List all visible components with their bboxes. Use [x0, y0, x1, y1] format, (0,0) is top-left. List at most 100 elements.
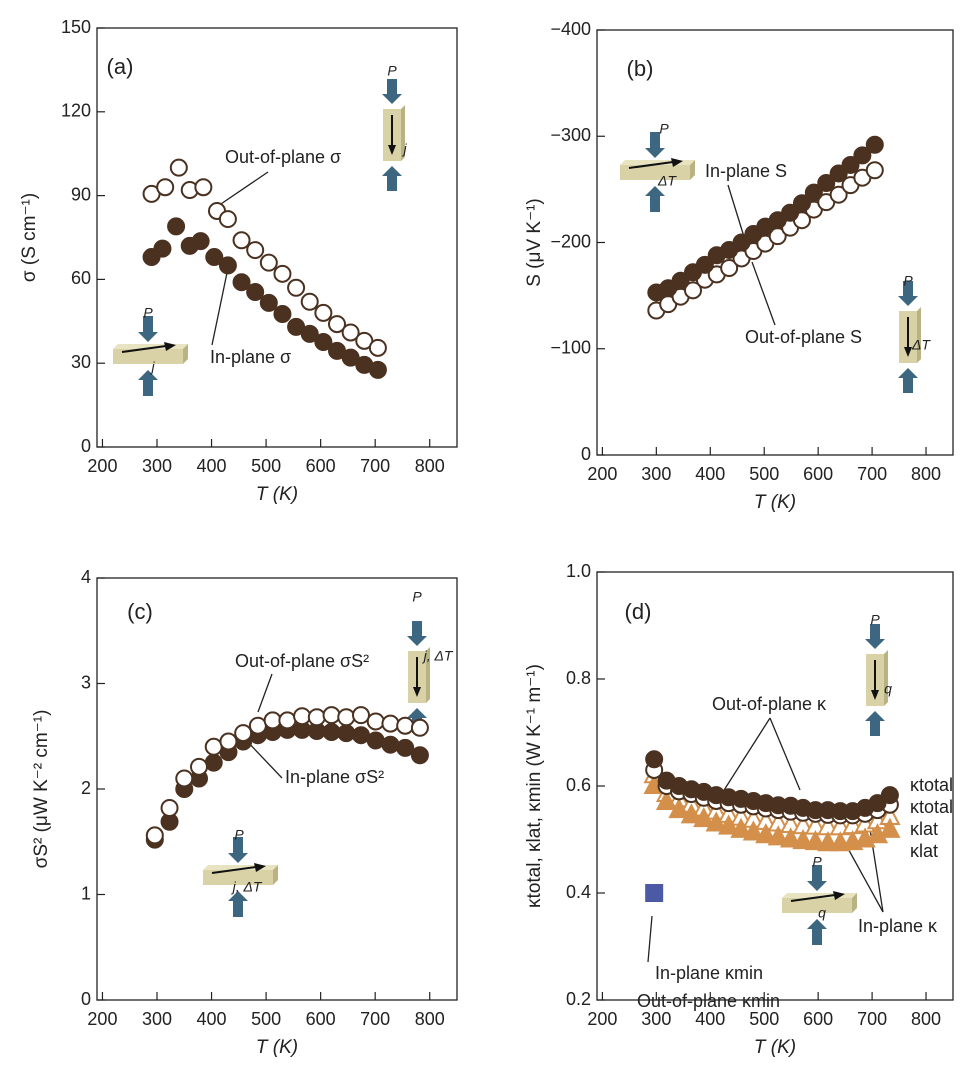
data-point	[273, 305, 292, 324]
y-tick-label: 1.0	[566, 561, 591, 581]
sample	[203, 870, 273, 885]
x-tick-label: 800	[911, 1009, 941, 1029]
y-tick-label: 3	[81, 672, 91, 692]
pressure-arrow	[382, 79, 402, 104]
x-tick-label: 500	[251, 1009, 281, 1029]
sample-side	[273, 865, 278, 885]
x-tick-label: 600	[306, 1009, 336, 1029]
data-point	[705, 811, 727, 832]
data-point	[841, 155, 860, 174]
y-tick-label: 0	[581, 444, 591, 464]
data-point	[645, 884, 664, 902]
data-point	[204, 753, 223, 772]
y-tick-label: 60	[71, 268, 91, 288]
plot-frame	[96, 577, 458, 1001]
leader-line	[769, 717, 801, 791]
data-point	[645, 750, 664, 769]
data-point	[368, 338, 387, 357]
data-point	[191, 232, 210, 251]
current-head	[388, 145, 396, 155]
y-tick-label: 30	[71, 352, 91, 372]
series-label: κlat	[910, 841, 938, 861]
data-point	[655, 789, 678, 811]
sample-side	[884, 650, 888, 706]
pressure-arrow	[865, 624, 885, 649]
x-tick-label: 700	[857, 464, 887, 484]
data-point	[314, 303, 333, 322]
data-point	[410, 718, 429, 737]
current-head	[833, 891, 845, 900]
data-point	[755, 823, 777, 844]
annotation: j, ΔT	[231, 879, 263, 895]
y-tick-label: 0	[81, 436, 91, 456]
x-tick-label: 500	[749, 464, 779, 484]
current-head	[904, 347, 912, 357]
series-label: In-plane S	[705, 161, 787, 181]
pressure-arrow	[898, 368, 918, 393]
annotation: q	[818, 905, 826, 921]
data-point	[341, 348, 360, 367]
data-point	[234, 724, 253, 743]
x-tick-label: 300	[641, 464, 671, 484]
sample-side	[426, 647, 430, 703]
annotation: q	[884, 681, 892, 697]
data-point	[337, 708, 356, 727]
y-tick-label: −300	[550, 125, 591, 145]
data-point	[314, 332, 333, 351]
annotation: Out-of-plane κ	[712, 694, 827, 714]
current-head	[413, 687, 421, 697]
y-tick-label: 120	[61, 101, 91, 121]
data-point	[307, 708, 326, 727]
data-point	[804, 830, 827, 851]
x-axis-label: T (K)	[256, 484, 298, 505]
x-tick-label: 700	[360, 1009, 390, 1029]
series-label: In-plane σ	[210, 347, 291, 367]
data-point	[153, 239, 172, 258]
pressure-arrow	[228, 837, 248, 863]
y-tick-label: 150	[61, 17, 91, 37]
x-tick-label: 500	[251, 456, 281, 476]
data-point	[732, 233, 751, 252]
sample	[620, 165, 690, 180]
series-label: Out-of-plane σ	[225, 147, 341, 167]
pressure-arrow	[807, 865, 827, 891]
current-head	[254, 863, 266, 872]
panel-label: (d)	[625, 599, 652, 624]
x-tick-label: 300	[641, 1009, 671, 1029]
annotation: In-plane κmin	[655, 963, 763, 983]
x-tick-label: 600	[803, 464, 833, 484]
data-point	[880, 786, 899, 805]
data-point	[263, 711, 282, 730]
data-point	[779, 827, 802, 848]
data-point	[175, 769, 194, 788]
leader-line	[751, 261, 776, 326]
data-point	[273, 264, 292, 283]
data-point	[817, 831, 839, 852]
x-tick-label: 200	[87, 1009, 117, 1029]
data-point	[287, 278, 306, 297]
data-point	[259, 293, 278, 312]
y-tick-label: 1	[81, 883, 91, 903]
sample-side	[917, 307, 921, 363]
x-tick-label: 600	[306, 456, 336, 476]
sample-side	[690, 160, 695, 180]
pressure-arrow	[645, 186, 665, 212]
annotation: j, ΔT	[422, 648, 454, 664]
pressure-arrow	[382, 166, 402, 191]
data-point	[204, 737, 223, 756]
y-axis-label: κtotal, κlat, κmin (W K⁻¹ m⁻¹)	[524, 664, 545, 908]
x-tick-label: 200	[587, 464, 617, 484]
y-tick-label: 90	[71, 184, 91, 204]
x-tick-label: 300	[142, 456, 172, 476]
data-point	[218, 210, 237, 229]
data-point	[792, 194, 811, 213]
data-point	[278, 711, 297, 730]
data-point	[668, 797, 690, 819]
x-tick-label: 800	[415, 1009, 445, 1029]
y-axis-label: S (μV K⁻¹)	[524, 198, 545, 287]
annotation: P	[903, 273, 913, 289]
annotation: ΔT	[911, 337, 931, 353]
x-axis-label: T (K)	[754, 492, 796, 513]
x-tick-label: 300	[142, 1009, 172, 1029]
data-point	[781, 203, 800, 222]
